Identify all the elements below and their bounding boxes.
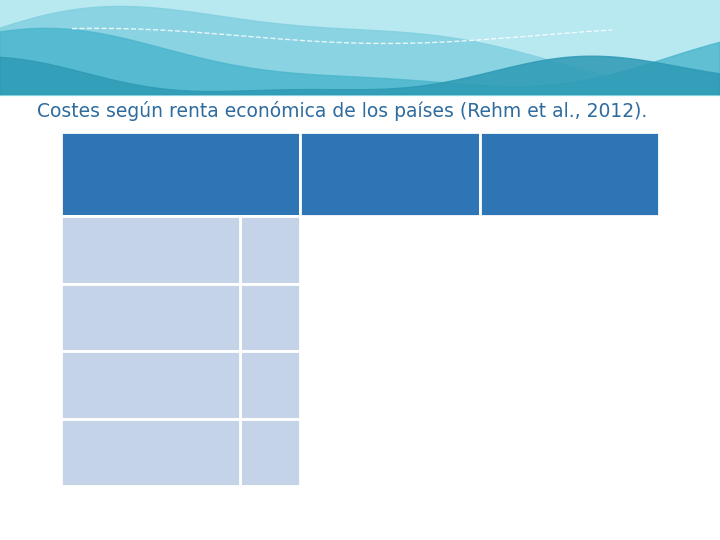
FancyBboxPatch shape: [480, 132, 659, 216]
Text: Costes indirectos: Costes indirectos: [79, 445, 205, 460]
Text: 10,0%: 10,0%: [127, 310, 174, 325]
Text: 12,8%: 12,8%: [127, 242, 174, 257]
FancyBboxPatch shape: [61, 351, 300, 418]
FancyBboxPatch shape: [61, 418, 240, 486]
FancyBboxPatch shape: [61, 351, 240, 418]
FancyBboxPatch shape: [61, 284, 240, 351]
FancyBboxPatch shape: [61, 418, 240, 486]
Text: Costes legales: Costes legales: [79, 310, 186, 325]
FancyBboxPatch shape: [61, 284, 240, 351]
Text: Países de renta
media: Países de renta media: [508, 158, 630, 190]
Text: Países de renta
elevada: Países de renta elevada: [329, 158, 451, 190]
Text: 3,5%: 3,5%: [132, 310, 169, 325]
FancyBboxPatch shape: [61, 284, 300, 351]
Text: Otros costes directos: Otros costes directos: [79, 377, 234, 392]
Text: 15,5%: 15,5%: [127, 377, 174, 392]
Text: 78,9%: 78,9%: [127, 445, 174, 460]
Text: 5,6%: 5,6%: [132, 242, 169, 257]
Text: Costes sanitarios: Costes sanitarios: [79, 242, 205, 257]
FancyBboxPatch shape: [61, 132, 300, 216]
FancyBboxPatch shape: [300, 132, 480, 216]
FancyBboxPatch shape: [61, 216, 300, 284]
Text: 11,6%: 11,6%: [127, 377, 174, 392]
Text: Costes según renta económica de los países (Rehm et al., 2012).: Costes según renta económica de los país…: [37, 100, 648, 121]
FancyBboxPatch shape: [61, 418, 300, 486]
FancyBboxPatch shape: [61, 351, 240, 418]
FancyBboxPatch shape: [61, 216, 240, 284]
FancyBboxPatch shape: [61, 216, 240, 284]
Text: 72,1%: 72,1%: [127, 445, 174, 460]
